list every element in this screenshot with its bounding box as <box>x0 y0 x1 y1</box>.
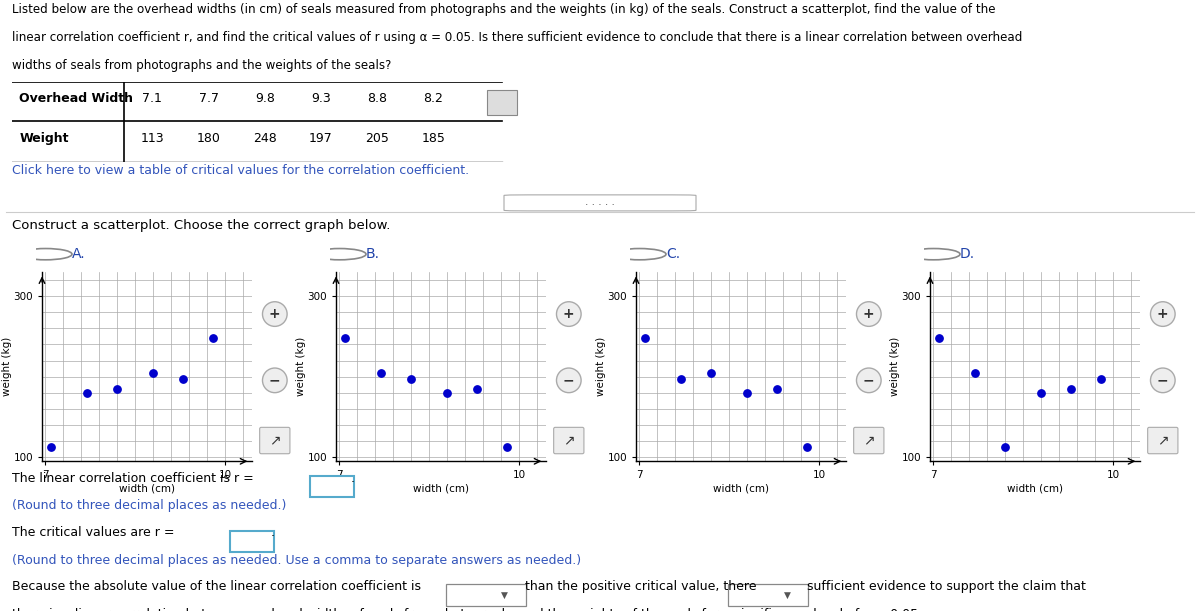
Circle shape <box>263 302 287 326</box>
Circle shape <box>263 368 287 393</box>
Text: −: − <box>1157 373 1169 387</box>
Text: ↗: ↗ <box>563 434 575 447</box>
Text: 185: 185 <box>421 132 445 145</box>
Text: The critical values are r =: The critical values are r = <box>12 526 174 540</box>
Text: −: − <box>563 373 575 387</box>
Circle shape <box>857 368 881 393</box>
Text: sufficient evidence to support the claim that: sufficient evidence to support the claim… <box>806 580 1086 593</box>
Text: linear correlation coefficient r, and find the critical values of r using α = 0.: linear correlation coefficient r, and fi… <box>12 31 1022 44</box>
Text: 248: 248 <box>253 132 276 145</box>
Text: ↗: ↗ <box>269 434 281 447</box>
Point <box>995 442 1014 452</box>
Point <box>144 368 163 378</box>
Text: there is a linear correlation between overhead widths of seals from photographs : there is a linear correlation between ov… <box>12 608 922 611</box>
X-axis label: width (cm): width (cm) <box>413 483 469 493</box>
Text: ↗: ↗ <box>863 434 875 447</box>
Text: 8.8: 8.8 <box>367 92 388 105</box>
Point <box>1032 388 1051 398</box>
Text: −: − <box>269 373 281 387</box>
Text: . . . . .: . . . . . <box>586 197 614 207</box>
Text: +: + <box>863 307 875 321</box>
FancyBboxPatch shape <box>259 427 290 454</box>
Text: Overhead Width: Overhead Width <box>19 92 133 105</box>
Text: than the positive critical value, there: than the positive critical value, there <box>524 580 756 593</box>
Point <box>498 442 517 452</box>
Point <box>636 333 655 343</box>
Circle shape <box>557 368 581 393</box>
Text: +: + <box>563 307 575 321</box>
Text: .: . <box>271 526 275 540</box>
Text: 7.7: 7.7 <box>198 92 218 105</box>
FancyBboxPatch shape <box>229 532 275 552</box>
Circle shape <box>1151 302 1175 326</box>
Text: ↗: ↗ <box>1157 434 1169 447</box>
Point <box>701 368 720 378</box>
Text: ▼: ▼ <box>784 591 791 600</box>
Y-axis label: weight (kg): weight (kg) <box>596 337 606 396</box>
Point <box>107 384 126 393</box>
Text: Weight: Weight <box>19 132 68 145</box>
FancyBboxPatch shape <box>504 195 696 211</box>
X-axis label: width (cm): width (cm) <box>1007 483 1063 493</box>
Point <box>737 388 757 398</box>
FancyBboxPatch shape <box>853 427 884 454</box>
Point <box>401 374 421 384</box>
Text: ▼: ▼ <box>502 591 509 600</box>
FancyBboxPatch shape <box>310 476 354 497</box>
Circle shape <box>857 302 881 326</box>
Text: +: + <box>1157 307 1169 321</box>
Text: D.: D. <box>960 247 976 261</box>
Point <box>372 368 391 378</box>
Text: B.: B. <box>366 247 380 261</box>
Point <box>174 374 193 384</box>
FancyBboxPatch shape <box>553 427 584 454</box>
Y-axis label: weight (kg): weight (kg) <box>890 337 900 396</box>
Text: 7.1: 7.1 <box>143 92 162 105</box>
Text: 180: 180 <box>197 132 221 145</box>
Text: widths of seals from photographs and the weights of the seals?: widths of seals from photographs and the… <box>12 59 391 71</box>
Text: 9.8: 9.8 <box>254 92 275 105</box>
Text: Because the absolute value of the linear correlation coefficient is: Because the absolute value of the linear… <box>12 580 421 593</box>
Text: −: − <box>863 373 875 387</box>
Text: .: . <box>350 472 355 485</box>
Text: The linear correlation coefficient is r =: The linear correlation coefficient is r … <box>12 472 253 485</box>
Point <box>768 384 787 393</box>
Text: 8.2: 8.2 <box>424 92 443 105</box>
FancyBboxPatch shape <box>1147 427 1178 454</box>
Text: +: + <box>269 307 281 321</box>
Text: 9.3: 9.3 <box>311 92 331 105</box>
Point <box>965 368 984 378</box>
Point <box>468 384 487 393</box>
FancyBboxPatch shape <box>728 584 808 606</box>
Text: C.: C. <box>666 247 680 261</box>
Point <box>672 374 691 384</box>
Text: Listed below are the overhead widths (in cm) of seals measured from photographs : Listed below are the overhead widths (in… <box>12 3 996 16</box>
Y-axis label: weight (kg): weight (kg) <box>2 337 12 396</box>
Point <box>41 442 60 452</box>
FancyBboxPatch shape <box>446 584 526 606</box>
Circle shape <box>1151 368 1175 393</box>
Text: Click here to view a table of critical values for the correlation coefficient.: Click here to view a table of critical v… <box>12 164 469 177</box>
Point <box>438 388 457 398</box>
Text: Construct a scatterplot. Choose the correct graph below.: Construct a scatterplot. Choose the corr… <box>12 219 390 232</box>
Text: 113: 113 <box>140 132 164 145</box>
Point <box>929 333 948 343</box>
Y-axis label: weight (kg): weight (kg) <box>296 337 306 396</box>
Text: A.: A. <box>72 247 85 261</box>
X-axis label: width (cm): width (cm) <box>713 483 769 493</box>
Text: (Round to three decimal places as needed.): (Round to three decimal places as needed… <box>12 499 287 512</box>
FancyBboxPatch shape <box>487 90 517 115</box>
Point <box>798 442 817 452</box>
Point <box>1092 374 1111 384</box>
Point <box>77 388 97 398</box>
Text: 205: 205 <box>365 132 389 145</box>
Text: (Round to three decimal places as needed. Use a comma to separate answers as nee: (Round to three decimal places as needed… <box>12 554 581 566</box>
Point <box>204 333 223 343</box>
Point <box>336 333 355 343</box>
Point <box>1062 384 1081 393</box>
X-axis label: width (cm): width (cm) <box>119 483 175 493</box>
Circle shape <box>557 302 581 326</box>
Text: 197: 197 <box>310 132 332 145</box>
